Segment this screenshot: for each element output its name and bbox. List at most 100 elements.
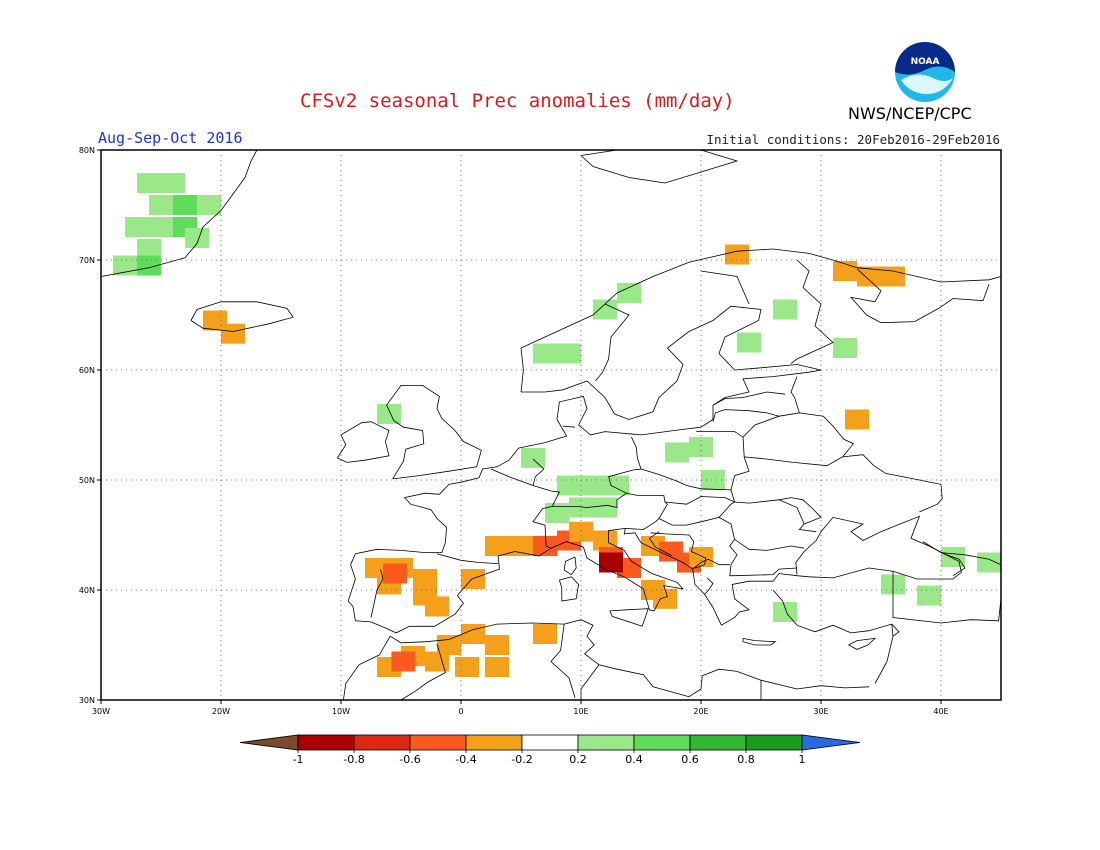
- anomaly-cell: [581, 475, 605, 496]
- anomaly-cell: [509, 536, 533, 556]
- coastline: [580, 664, 600, 700]
- anomaly-cell: [197, 195, 221, 215]
- anomaly-cell: [485, 635, 509, 655]
- coastline: [532, 458, 545, 486]
- colorbar-segment: [745, 734, 803, 751]
- coastline: [343, 619, 870, 701]
- coastline: [436, 553, 499, 564]
- coastline: [347, 305, 962, 634]
- coastline: [190, 301, 294, 332]
- coastline: [712, 391, 786, 406]
- coastline: [552, 492, 666, 509]
- anomaly-cell: [593, 530, 617, 551]
- lat-tick-label: 70N: [79, 256, 95, 265]
- colorbar-segment: [297, 734, 355, 751]
- coastline: [608, 436, 642, 494]
- lon-tick-label: 30W: [92, 707, 110, 716]
- colorbar-arrow-low: [239, 734, 299, 751]
- anomaly-cell: [881, 266, 905, 287]
- anomaly-cell: [593, 299, 617, 320]
- coastline: [742, 638, 777, 646]
- coastline: [650, 532, 707, 569]
- lat-tick-label: 50N: [79, 476, 95, 485]
- coastline: [336, 421, 390, 463]
- anomaly-cell: [599, 552, 623, 573]
- lat-tick-label: 80N: [79, 146, 95, 155]
- anomaly-cell: [221, 323, 245, 344]
- anomaly-cell: [455, 657, 479, 677]
- anomaly-cell: [569, 497, 593, 518]
- lon-tick-label: 0: [458, 707, 463, 716]
- agency-label: NWS/NCEP/CPC: [848, 104, 972, 123]
- colorbar-label: 0.2: [569, 753, 587, 766]
- anomaly-cell: [425, 651, 449, 672]
- coastline: [562, 425, 576, 428]
- colorbar-label: -0.8: [343, 753, 364, 766]
- coastline: [729, 539, 798, 577]
- anomaly-cell: [125, 217, 149, 237]
- lat-lon-grid: [101, 150, 1001, 700]
- anomaly-cell: [137, 239, 161, 259]
- anomaly-cell: [773, 299, 797, 320]
- colorbar-segment: [633, 734, 691, 751]
- anomaly-cell: [605, 475, 629, 496]
- anomaly-cell: [377, 404, 401, 424]
- coastline: [799, 412, 855, 458]
- colorbar-label: 0.8: [737, 753, 755, 766]
- coastline: [922, 541, 966, 577]
- coastline: [520, 248, 1002, 393]
- coastline: [386, 384, 482, 480]
- anomaly-cell: [557, 475, 581, 496]
- lat-tick-label: 40N: [79, 586, 95, 595]
- anomaly-cell: [689, 547, 713, 567]
- anomaly-cell: [461, 569, 485, 589]
- anomaly-cell: [173, 195, 197, 215]
- anomaly-cell: [149, 217, 173, 237]
- coastline: [848, 637, 877, 650]
- colorbar-label: 1: [799, 753, 806, 766]
- lon-tick-label: 10W: [332, 707, 350, 716]
- coastline: [648, 531, 673, 557]
- coastline: [658, 496, 736, 526]
- coastline: [609, 608, 649, 627]
- anomaly-cell: [545, 503, 569, 523]
- colorbar-segment: [465, 734, 523, 751]
- initial-conditions-label: Initial conditions: 20Feb2016-29Feb2016: [706, 132, 1001, 147]
- anomaly-cell: [773, 602, 797, 622]
- anomaly-cell: [533, 536, 557, 556]
- coastline: [558, 576, 580, 602]
- anomaly-cell: [977, 552, 1001, 573]
- lon-tick-label: 40E: [933, 707, 948, 716]
- season-label: Aug-Sep-Oct 2016: [98, 129, 243, 147]
- anomaly-cell: [725, 244, 749, 265]
- anomaly-cell: [425, 596, 449, 617]
- coastline: [400, 643, 446, 701]
- colorbar-label: -0.2: [511, 753, 532, 766]
- colorbar-segment: [353, 734, 411, 751]
- coastline: [744, 454, 943, 513]
- noaa-logo-icon: NOAA: [895, 42, 955, 102]
- anomaly-cell: [533, 343, 557, 364]
- colorbar-label: -0.6: [399, 753, 420, 766]
- lat-tick-label: 30N: [79, 696, 95, 705]
- coastline: [772, 589, 894, 684]
- coastline: [704, 577, 714, 595]
- anomaly-cell: [653, 588, 677, 609]
- colorbar-segment: [689, 734, 747, 751]
- lon-tick-label: 10E: [573, 707, 588, 716]
- colorbar-segment: [521, 734, 579, 751]
- coastline: [700, 270, 750, 305]
- coastline: [849, 268, 990, 324]
- map-frame: [100, 149, 1002, 701]
- anomaly-cell: [149, 195, 173, 215]
- coastline: [580, 149, 739, 184]
- colorbar: -1 -0.8 -0.6 -0.4 -0.2 0.2 0.4 0.6 0.8 1: [239, 734, 861, 766]
- coastline: [595, 303, 630, 382]
- coastline: [940, 552, 1002, 566]
- colorbar-label: -1: [293, 753, 304, 766]
- anomaly-cells: [113, 173, 1001, 677]
- anomaly-cell: [917, 585, 941, 606]
- colorbar-label: -0.4: [455, 753, 476, 766]
- anomaly-cell: [665, 442, 689, 463]
- anomaly-cell: [833, 338, 857, 358]
